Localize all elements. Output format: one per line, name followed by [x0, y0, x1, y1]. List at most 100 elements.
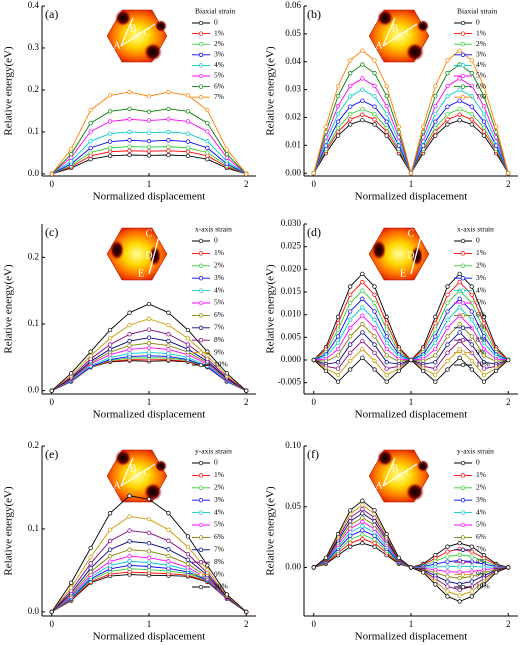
- panel-label: (d): [307, 225, 321, 239]
- data-point: [166, 117, 171, 122]
- data-point: [348, 325, 353, 330]
- data-point: [127, 310, 132, 315]
- y-axis-title: Relative energy(eV): [3, 46, 15, 136]
- data-point: [384, 84, 389, 89]
- data-point: [445, 117, 450, 122]
- data-point: [433, 321, 438, 326]
- legend-label: 0: [476, 236, 480, 245]
- y-tick-label: 0.02: [285, 112, 301, 122]
- data-point: [360, 355, 365, 360]
- inset-label: A: [375, 40, 383, 51]
- series-line: [313, 100, 509, 175]
- energy-spot: [377, 450, 393, 466]
- y-axis-title: Relative energy(eV): [265, 46, 277, 136]
- data-point: [205, 145, 210, 151]
- y-tick-label: 0.015: [281, 286, 302, 296]
- data-point: [481, 366, 487, 371]
- data-point: [146, 497, 152, 502]
- data-point: [360, 330, 365, 335]
- data-point: [88, 145, 93, 151]
- legend-marker: [460, 288, 466, 293]
- legend-label: 4%: [476, 60, 486, 69]
- data-point: [185, 93, 191, 98]
- inset-map: CDE: [106, 227, 168, 281]
- y-axis-title: Relative energy(eV): [3, 486, 15, 576]
- data-point: [457, 271, 462, 277]
- energy-spot: [110, 240, 124, 260]
- data-point: [185, 544, 191, 550]
- data-point: [445, 367, 450, 372]
- data-point: [335, 314, 341, 320]
- data-point: [107, 347, 113, 352]
- data-point: [469, 358, 474, 364]
- data-point: [348, 122, 353, 127]
- data-point: [127, 554, 132, 559]
- x-tick-label: 2: [506, 619, 511, 629]
- panel-label: (a): [45, 7, 58, 21]
- data-point: [224, 152, 229, 157]
- data-point: [457, 106, 462, 112]
- data-point: [457, 338, 462, 344]
- data-point: [384, 531, 389, 537]
- data-point: [146, 555, 152, 560]
- legend-marker: [460, 350, 466, 355]
- legend-marker: [460, 263, 466, 268]
- inset-label: C: [408, 228, 415, 239]
- legend-marker: [198, 238, 204, 244]
- legend-label: 10%: [214, 582, 228, 591]
- data-point: [348, 317, 353, 322]
- data-point: [445, 569, 450, 574]
- inset-arrow: [382, 17, 396, 47]
- data-point: [360, 296, 365, 301]
- legend-marker: [198, 84, 204, 89]
- data-point: [88, 139, 93, 144]
- data-point: [348, 309, 353, 314]
- legend-marker: [198, 52, 204, 57]
- legend-label: 2%: [476, 261, 486, 270]
- data-point: [372, 358, 377, 364]
- data-point: [348, 292, 353, 297]
- legend-label: 7%: [476, 545, 486, 554]
- data-point: [384, 360, 389, 365]
- data-point: [457, 118, 462, 123]
- legend-label: 7%: [476, 92, 486, 101]
- x-axis-title: Normalized displacement: [355, 631, 468, 643]
- data-point: [146, 130, 152, 135]
- data-point: [457, 599, 462, 604]
- legend-marker: [460, 560, 466, 565]
- legend-marker: [460, 485, 466, 490]
- x-tick-label: 0: [311, 179, 316, 189]
- data-point: [481, 119, 487, 124]
- legend-label: 8%: [476, 335, 486, 344]
- y-tick-label: 0.010: [281, 309, 302, 319]
- data-point: [88, 545, 93, 551]
- data-point: [185, 342, 191, 347]
- inset-arrow: [382, 463, 418, 487]
- energy-spot: [377, 10, 393, 26]
- data-point: [372, 83, 377, 89]
- data-point: [107, 563, 113, 568]
- inset-label: A: [375, 480, 383, 491]
- legend-label: 0: [476, 458, 480, 467]
- x-tick-label: 0: [49, 179, 54, 189]
- data-point: [127, 89, 132, 95]
- data-point: [360, 112, 365, 117]
- data-point: [457, 552, 462, 557]
- legend-label: 4%: [476, 285, 486, 294]
- data-point: [372, 325, 377, 330]
- data-point: [88, 150, 93, 155]
- energy-spot: [406, 483, 424, 501]
- data-point: [107, 153, 113, 159]
- data-point: [146, 149, 152, 154]
- data-point: [127, 129, 132, 135]
- data-point: [481, 372, 487, 378]
- data-point: [481, 84, 487, 89]
- legend-label: 1%: [214, 470, 224, 479]
- data-point: [469, 309, 474, 314]
- data-point: [335, 379, 341, 384]
- y-axis-title: Relative energy(eV): [3, 264, 15, 354]
- data-point: [384, 353, 389, 358]
- data-point: [348, 367, 353, 372]
- legend-marker: [460, 325, 466, 330]
